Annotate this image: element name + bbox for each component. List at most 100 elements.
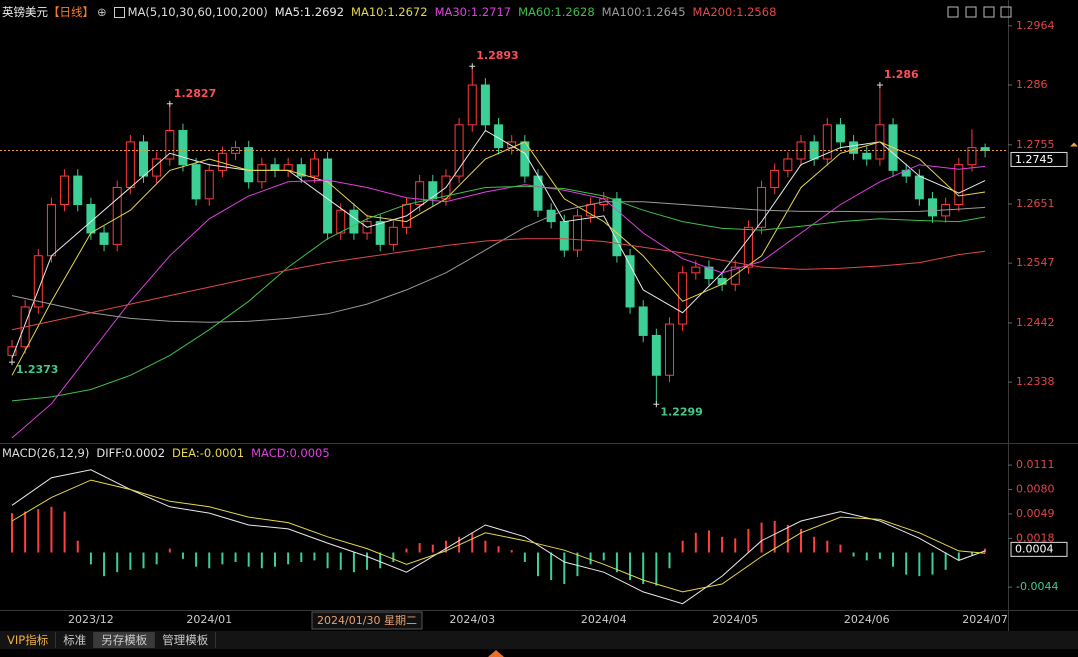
- legend-entry: DIFF:0.0002: [96, 446, 166, 460]
- candle-body: [612, 198, 622, 257]
- y-tick-label: 0.0018: [1016, 531, 1055, 544]
- y-tick-label: 0.0111: [1016, 458, 1055, 471]
- indicator-line: [11, 141, 986, 376]
- indicator: MACD(26,12,9): [2, 446, 90, 460]
- x-tick-label: 2024/05: [712, 613, 758, 626]
- symbol: 英镑美元: [2, 5, 48, 19]
- y-tick-label: 1.286: [1016, 78, 1048, 91]
- last-price-arrow: [1070, 142, 1078, 147]
- x-tick-label: 2024/06: [844, 613, 890, 626]
- toolbar-tab[interactable]: VIP指标: [0, 632, 57, 648]
- candle-body: [139, 141, 148, 177]
- candle-body: [849, 141, 859, 154]
- high-label: 1.2827: [174, 87, 216, 100]
- high-label: 1.286: [884, 68, 919, 81]
- candle-body: [33, 255, 43, 308]
- y-tick-label: 1.2547: [1016, 256, 1055, 269]
- candle-body: [191, 164, 201, 200]
- legend-entry: MA60:1.2628: [518, 5, 595, 19]
- candle-body: [572, 215, 582, 251]
- candle-body: [783, 158, 793, 171]
- candle-body: [467, 84, 477, 126]
- candle-body: [7, 346, 17, 356]
- y-tick-label: 1.2651: [1016, 197, 1055, 210]
- legend-entry: MA10:1.2672: [351, 5, 428, 19]
- price-header: 英镑美元 【日线】 ⊕ MA(5,10,30,60,100,200) MA5:1…: [2, 4, 776, 20]
- icon[interactable]: [983, 6, 995, 18]
- y-tick-label: -0.0044: [1016, 580, 1058, 593]
- macd-value-box: [1010, 541, 1068, 557]
- indicator-line: [11, 164, 986, 439]
- toolbar-tab[interactable]: 另存模板: [94, 632, 156, 648]
- candle-body: [704, 266, 714, 280]
- high-label: 1.2893: [476, 49, 518, 62]
- extreme-marker: [653, 401, 660, 408]
- candle-body: [743, 226, 753, 268]
- toolbar-tab[interactable]: 标准: [56, 632, 95, 648]
- macd-value-label: 0.0004: [1015, 542, 1054, 555]
- candle-body: [270, 164, 280, 171]
- candle-body: [691, 266, 701, 274]
- candle-body: [480, 84, 490, 126]
- candle-body: [757, 186, 767, 228]
- x-tick-label: 2024/01: [186, 613, 232, 626]
- period: 【日线】: [48, 5, 94, 19]
- candle-body: [99, 232, 109, 245]
- x-tick-label: 2024/04: [581, 613, 627, 626]
- candle-body: [967, 147, 977, 166]
- x-tick-label: 2024/07: [962, 613, 1008, 626]
- candle-body: [559, 221, 569, 251]
- y-tick-label: 0.0080: [1016, 483, 1055, 496]
- icon[interactable]: [965, 6, 977, 18]
- window-icons: [947, 6, 1012, 18]
- legend-entry: MA100:1.2645: [601, 5, 686, 19]
- y-tick-label: 0.0049: [1016, 507, 1055, 520]
- indicator-line: [11, 479, 986, 593]
- extreme-marker: [876, 82, 883, 89]
- candle-body: [323, 158, 333, 234]
- extreme-marker: [469, 63, 476, 70]
- indicator-icon[interactable]: [113, 6, 125, 18]
- cursor-date: 2024/01/30 星期二: [317, 614, 417, 627]
- candle-body: [665, 323, 674, 376]
- candle-body: [454, 124, 464, 177]
- candle-body: [73, 175, 83, 206]
- indicator: MA(5,10,30,60,100,200): [127, 5, 268, 19]
- candle-body: [678, 272, 688, 325]
- candle-body: [165, 130, 175, 160]
- y-tick-label: 1.2964: [1016, 19, 1055, 32]
- y-tick-label: 1.2755: [1016, 138, 1055, 151]
- candle-body: [428, 181, 438, 200]
- candle-body: [954, 164, 964, 206]
- icon[interactable]: [1000, 6, 1012, 18]
- legend-entry: DEA:-0.0001: [172, 446, 245, 460]
- candle-body: [375, 221, 385, 245]
- legend-entry: MA200:1.2568: [692, 5, 777, 19]
- expand-handle[interactable]: [488, 650, 504, 657]
- toolbar: VIP指标 标准 另存模板 管理模板: [0, 631, 1078, 649]
- last-price-box: [1010, 151, 1068, 167]
- legend-entry: MACD:0.0005: [251, 446, 330, 460]
- target-icon[interactable]: ⊕: [97, 5, 107, 19]
- candle-body: [822, 124, 832, 160]
- candle-body: [914, 175, 924, 200]
- candle-body: [625, 255, 635, 308]
- candle-body: [244, 147, 254, 183]
- x-tick-label: 2023/12: [68, 613, 114, 626]
- extreme-marker: [166, 100, 173, 107]
- candle-body: [46, 204, 56, 257]
- candle-body: [388, 226, 398, 245]
- last-price-label: 1.2745: [1015, 153, 1054, 166]
- indicator-line: [11, 185, 986, 402]
- candle-body: [125, 141, 135, 188]
- toolbar-tab[interactable]: 管理模板: [155, 632, 217, 648]
- candle-body: [651, 334, 661, 376]
- candle-body: [349, 209, 359, 234]
- icon[interactable]: [947, 6, 959, 18]
- candle-body: [835, 124, 845, 143]
- candle-body: [862, 152, 872, 160]
- candle-body: [296, 164, 306, 177]
- indicator-line: [11, 469, 986, 605]
